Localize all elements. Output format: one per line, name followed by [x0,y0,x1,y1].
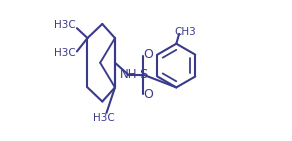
Text: S: S [139,68,148,81]
Text: O: O [143,49,153,61]
Text: O: O [143,88,153,101]
Text: H3C: H3C [93,114,114,123]
Text: CH3: CH3 [174,27,196,37]
Text: H3C: H3C [54,48,76,58]
Text: H3C: H3C [54,20,76,30]
Text: NH: NH [120,68,137,81]
